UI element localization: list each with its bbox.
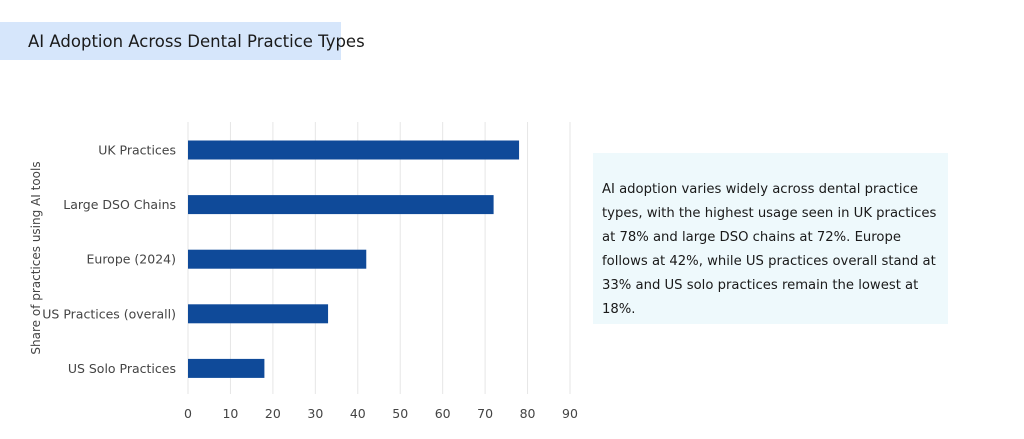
bar	[188, 195, 494, 215]
x-tick-label: 80	[520, 406, 536, 421]
category-label: US Practices (overall)	[42, 306, 176, 321]
x-tick-label: 40	[350, 406, 366, 421]
x-tick-label: 90	[562, 406, 578, 421]
x-tick-label: 70	[477, 406, 493, 421]
x-tick-label: 0	[184, 406, 192, 421]
category-label: US Solo Practices	[68, 361, 176, 376]
bar	[188, 304, 329, 324]
x-tick-label: 60	[435, 406, 451, 421]
x-tick-label: 20	[265, 406, 281, 421]
summary-note: AI adoption varies widely across dental …	[593, 153, 948, 324]
bar	[188, 249, 367, 269]
category-label: Europe (2024)	[87, 252, 177, 267]
x-tick-label: 10	[222, 406, 238, 421]
category-label: Large DSO Chains	[63, 197, 176, 212]
y-axis-label: Share of practices using AI tools	[29, 161, 43, 354]
x-tick-label: 50	[392, 406, 408, 421]
bar-chart: 0 10 20 30 40 50 60 70 80 90 UK Practices Large DSO…	[29, 122, 578, 421]
category-label: UK Practices	[98, 143, 176, 158]
title-banner: AI Adoption Across Dental Practice Types	[0, 22, 365, 60]
x-tick-label: 30	[307, 406, 323, 421]
chart-title: AI Adoption Across Dental Practice Types	[28, 31, 365, 51]
summary-text: AI adoption varies widely across dental …	[602, 182, 937, 317]
bar	[188, 358, 265, 378]
bar	[188, 140, 520, 160]
